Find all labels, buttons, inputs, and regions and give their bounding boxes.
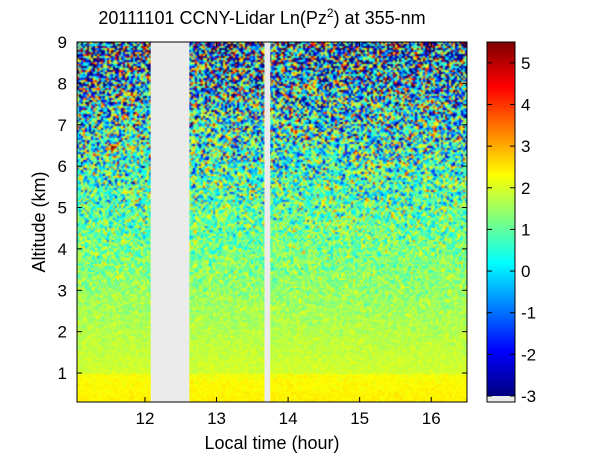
y-tick-label: 1 (58, 364, 67, 383)
heatmap-image (77, 42, 467, 402)
colorbar-tick-label: 2 (521, 179, 530, 198)
colorbar-tick-label: -3 (521, 387, 536, 406)
x-axis: 12 13 14 15 16 (136, 42, 441, 428)
colorbar-ticks: 5 4 3 2 1 0 -1 -2 -3 (487, 54, 536, 406)
x-tick-label: 12 (136, 409, 155, 428)
y-tick-label: 7 (58, 116, 67, 135)
y-tick-label: 6 (58, 157, 67, 176)
colorbar-tick-label: -2 (521, 345, 536, 364)
colorbar-tick-label: -1 (521, 304, 536, 323)
colorbar-gradient (487, 42, 515, 396)
y-tick-label: 8 (58, 74, 67, 93)
colorbar-tick-label: 4 (521, 95, 530, 114)
colorbar-nodata (487, 396, 515, 402)
data-gap-1 (264, 42, 271, 402)
y-tick-label: 4 (58, 240, 67, 259)
x-tick-label: 16 (422, 409, 441, 428)
chart-title: 20111101 CCNY-Lidar Ln(Pz2) at 355-nm (98, 6, 425, 28)
colorbar-frame (486, 41, 516, 403)
colorbar-tick-label: 0 (521, 262, 530, 281)
colorbar-tick-label: 1 (521, 220, 530, 239)
colorbar-tick-label: 3 (521, 137, 530, 156)
x-tick-label: 13 (207, 409, 226, 428)
x-axis-label: Local time (hour) (204, 433, 339, 453)
colorbar-tick-label: 5 (521, 54, 530, 73)
y-axis-label: Altitude (km) (29, 171, 49, 272)
y-tick-label: 9 (58, 33, 67, 52)
y-tick-label: 2 (58, 323, 67, 342)
x-tick-label: 14 (279, 409, 298, 428)
y-tick-label: 5 (58, 199, 67, 218)
y-axis: 1 2 3 4 5 6 7 8 9 (58, 33, 467, 383)
y-tick-label: 3 (58, 281, 67, 300)
data-gaps (150, 42, 271, 402)
plot-frame (76, 41, 468, 403)
x-tick-label: 15 (350, 409, 369, 428)
data-gap-0 (150, 42, 190, 402)
